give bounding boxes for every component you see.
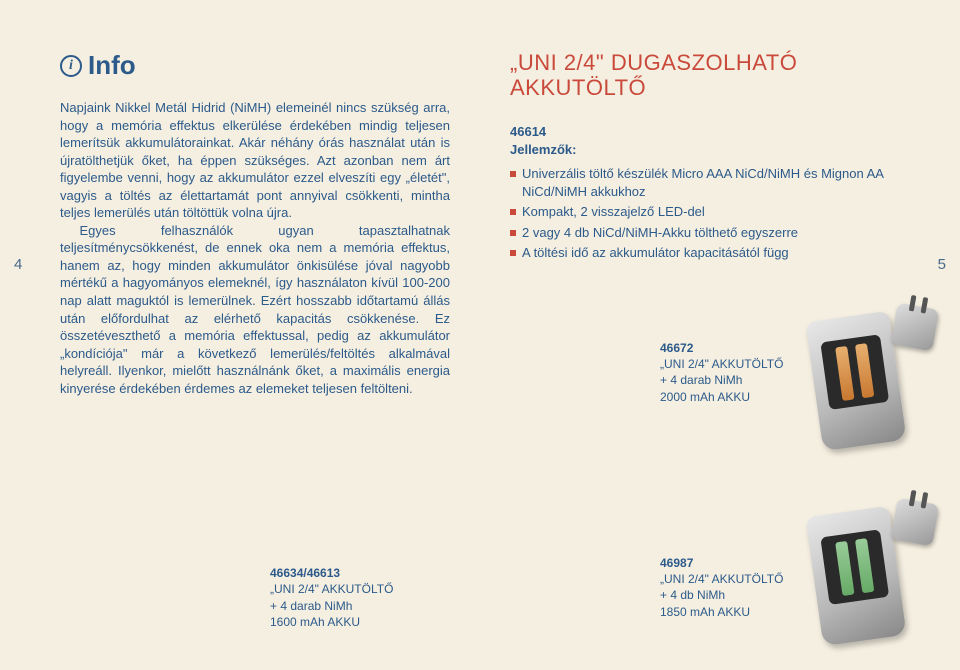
info-icon: i — [60, 55, 82, 77]
feature-item: 2 vagy 4 db NiCd/NiMH-Akku tölthető egys… — [510, 224, 900, 242]
spec-label: Jellemzők: — [510, 141, 900, 159]
right-page: 5 „UNI 2/4" DUGASZOLHATÓ AKKUTÖLTŐ 46614… — [480, 0, 960, 670]
page-spread: 4 i Info Napjaink Nikkel Metál Hidrid (N… — [0, 0, 960, 670]
feature-item: Kompakt, 2 visszajelző LED-del — [510, 203, 900, 221]
charger-image-1 — [800, 310, 930, 455]
product1-line1: „UNI 2/4" AKKUTÖLTŐ — [660, 356, 800, 372]
bottom-ref-line2: + 4 darab NiMh — [270, 598, 393, 614]
feature-item: A töltési idő az akkumulátor kapacitását… — [510, 244, 900, 262]
product2-line3: 1850 mAh AKKU — [660, 604, 800, 620]
product-card-2: 46987 „UNI 2/4" AKKUTÖLTŐ + 4 db NiMh 18… — [660, 555, 800, 620]
left-page: 4 i Info Napjaink Nikkel Metál Hidrid (N… — [0, 0, 480, 670]
product-title: „UNI 2/4" DUGASZOLHATÓ AKKUTÖLTŐ — [510, 50, 900, 101]
bottom-product-ref: 46634/46613 „UNI 2/4" AKKUTÖLTŐ + 4 dara… — [270, 565, 393, 630]
product1-line3: 2000 mAh AKKU — [660, 389, 800, 405]
bottom-ref-code: 46634/46613 — [270, 565, 393, 581]
product2-code: 46987 — [660, 555, 800, 571]
info-paragraph-1: Napjaink Nikkel Metál Hidrid (NiMH) elem… — [60, 99, 450, 222]
product1-line2: + 4 darab NiMh — [660, 372, 800, 388]
info-heading-text: Info — [88, 50, 136, 81]
bottom-ref-line1: „UNI 2/4" AKKUTÖLTŐ — [270, 581, 393, 597]
spec-code: 46614 — [510, 123, 900, 141]
product2-line1: „UNI 2/4" AKKUTÖLTŐ — [660, 571, 800, 587]
page-number-left: 4 — [14, 256, 22, 273]
feature-item: Univerzális töltő készülék Micro AAA NiC… — [510, 165, 900, 201]
spec-block: 46614 Jellemzők: Univerzális töltő készü… — [510, 123, 900, 262]
bottom-ref-line3: 1600 mAh AKKU — [270, 614, 393, 630]
product-card-1: 46672 „UNI 2/4" AKKUTÖLTŐ + 4 darab NiMh… — [660, 340, 800, 405]
product1-code: 46672 — [660, 340, 800, 356]
charger-image-2 — [800, 505, 930, 650]
info-body: Napjaink Nikkel Metál Hidrid (NiMH) elem… — [60, 99, 450, 397]
product2-line2: + 4 db NiMh — [660, 587, 800, 603]
info-paragraph-2: Egyes felhasználók ugyan tapasztalhatnak… — [60, 222, 450, 397]
page-number-right: 5 — [938, 256, 946, 273]
feature-list: Univerzális töltő készülék Micro AAA NiC… — [510, 165, 900, 262]
info-heading: i Info — [60, 50, 450, 81]
